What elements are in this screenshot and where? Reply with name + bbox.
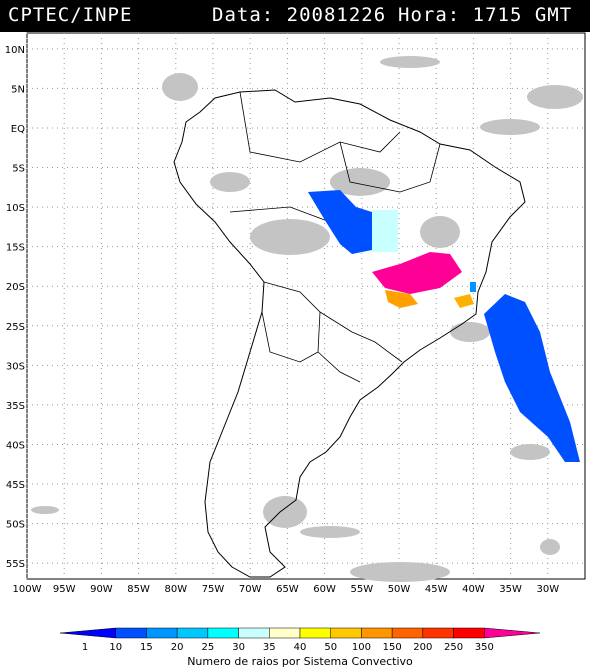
colorbar-label: 20: [171, 642, 184, 653]
lon-label: 50W: [388, 584, 411, 595]
latitude-labels: 10N 5N EQ 5S 10S 15S 20S 25S 30S 35S 40S 45S 50S 55S: [5, 45, 25, 570]
system-blue-north: [308, 190, 380, 254]
system-orange-east: [454, 294, 474, 308]
cloud-cover: [31, 56, 583, 582]
lat-label: 45S: [6, 480, 25, 491]
colorbar-label: 350: [475, 642, 494, 653]
lon-label: 30W: [536, 584, 559, 595]
colorbar-swatch: [207, 627, 239, 639]
lon-label: 85W: [127, 584, 150, 595]
colorbar-swatch: [453, 627, 485, 639]
system-cyan: [372, 210, 398, 252]
colorbar-label: 50: [324, 642, 337, 653]
colorbar: 1 10 15 20 25 30 35 40 50 100 150 200 250 350: [59, 627, 541, 653]
lon-label: 80W: [164, 584, 187, 595]
colorbar-swatch: [484, 627, 541, 639]
lon-label: 35W: [499, 584, 522, 595]
colorbar-label: 35: [263, 642, 276, 653]
colorbar-swatch: [146, 627, 178, 639]
lat-label: 55S: [6, 559, 25, 570]
colorbar-swatch: [391, 627, 424, 639]
colorbar-swatch: [361, 627, 393, 639]
lon-label: 55W: [350, 584, 373, 595]
colorbar-label: 1: [82, 642, 88, 653]
lat-label: 5S: [12, 164, 25, 175]
lon-label: 70W: [239, 584, 262, 595]
lon-label: 65W: [276, 584, 299, 595]
date-label: Data: 20081226: [212, 4, 387, 26]
title-bar: CPTEC/INPE Data: 20081226 Hora: 1715 GMT: [0, 0, 590, 32]
colorbar-swatch: [269, 627, 301, 639]
system-orange-west: [385, 290, 418, 308]
colorbar-label: 150: [383, 642, 402, 653]
colorbar-swatch: [330, 627, 362, 639]
lon-label: 75W: [202, 584, 225, 595]
colorbar-label: 30: [232, 642, 245, 653]
longitude-labels: 100W 95W 90W 85W 80W 75W 70W 65W 60W 55W 50W 45W 40W…: [13, 584, 560, 595]
colorbar-swatch: [238, 627, 270, 639]
system-blue-ocean: [484, 294, 580, 462]
colorbar-label: 25: [201, 642, 214, 653]
convective-systems: [308, 190, 580, 462]
lat-label: 5N: [11, 84, 25, 95]
colorbar-swatch: [422, 627, 454, 639]
lat-label: 25S: [6, 322, 25, 333]
colorbar-swatch: [59, 627, 116, 639]
lat-label: 40S: [6, 440, 25, 451]
colorbar-label: 100: [352, 642, 371, 653]
colorbar-label: 250: [444, 642, 463, 653]
lon-label: 100W: [13, 584, 42, 595]
system-blue-small: [470, 282, 476, 292]
colorbar-swatch: [299, 627, 331, 639]
lat-label: 15S: [6, 243, 25, 254]
lon-label: 95W: [53, 584, 76, 595]
lon-label: 40W: [462, 584, 485, 595]
colorbar-swatch: [176, 627, 209, 639]
colorbar-label: 200: [413, 642, 432, 653]
lat-label: 20S: [6, 282, 25, 293]
south-america-coastline: [173, 89, 526, 578]
lat-label: 50S: [6, 520, 25, 531]
lat-label: 30S: [6, 361, 25, 372]
lat-label: 10N: [5, 45, 25, 56]
colorbar-label: 40: [294, 642, 307, 653]
colorbar-swatch: [115, 627, 147, 639]
colorbar-caption: Numero de raios por Sistema Convectivo: [187, 655, 413, 668]
lat-label: EQ: [11, 124, 25, 135]
lat-label: 35S: [6, 401, 25, 412]
system-magenta: [372, 252, 462, 294]
map-figure: 10N5NEQ5S10S15S20S25S30S35S40S45S50S55S …: [5, 32, 586, 653]
colorbar-label: 10: [109, 642, 122, 653]
lon-label: 45W: [425, 584, 448, 595]
lat-label: 10S: [6, 203, 25, 214]
lon-label: 90W: [90, 584, 113, 595]
colorbar-label: 15: [140, 642, 153, 653]
hour-label: Hora: 1715 GMT: [398, 4, 573, 26]
source-title: CPTEC/INPE: [8, 4, 133, 26]
lon-label: 60W: [313, 584, 336, 595]
